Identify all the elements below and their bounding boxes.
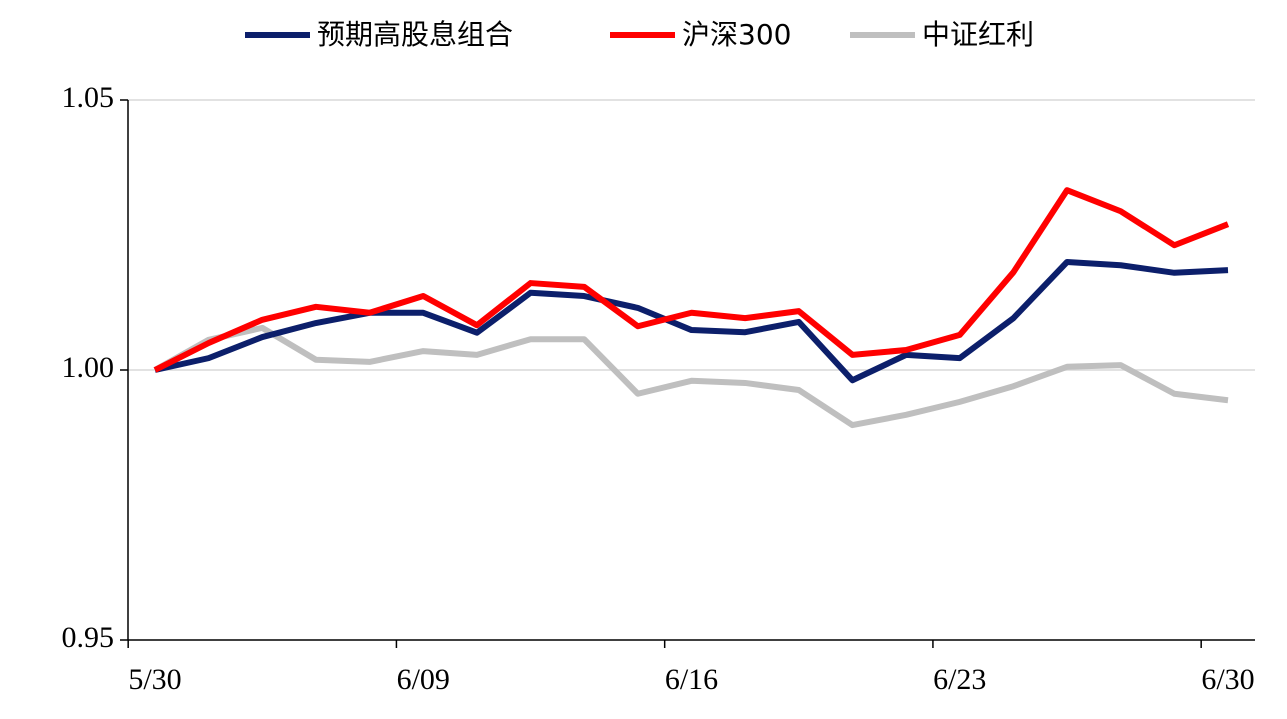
- line-series: [153, 187, 1230, 373]
- line-series: [153, 324, 1229, 429]
- legend-label: 预期高股息组合: [317, 18, 513, 51]
- x-tick-label: 6/16: [665, 663, 718, 696]
- y-tick-label: 1.05: [62, 81, 115, 114]
- legend-label: 沪深300: [682, 18, 791, 51]
- y-tick-label: 0.95: [62, 621, 115, 654]
- y-tick-label: 1.00: [62, 351, 115, 384]
- x-tick-label: 6/09: [397, 663, 450, 696]
- x-tick-label: 6/30: [1201, 663, 1254, 696]
- x-tick-label: 5/30: [128, 663, 181, 696]
- legend: 预期高股息组合 沪深300 中证红利: [245, 18, 1034, 51]
- legend-label: 中证红利: [922, 18, 1034, 51]
- x-tick-label: 6/23: [933, 663, 986, 696]
- line-series: [154, 259, 1229, 384]
